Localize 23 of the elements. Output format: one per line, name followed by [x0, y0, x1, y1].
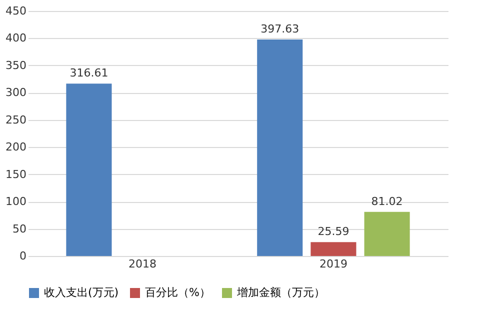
x-tick-label: 2019 [319, 258, 348, 270]
legend-label: 增加金额（万元） [236, 286, 325, 299]
y-tick-label: 0 [20, 250, 26, 262]
data-label: 316.61 [70, 66, 108, 80]
y-tick-label: 350 [6, 58, 26, 72]
y-tick-label: 100 [6, 195, 26, 208]
y-tick-label: 150 [6, 168, 26, 181]
y-tick-label: 450 [6, 4, 26, 18]
y-tick-label: 250 [6, 113, 26, 126]
legend-label: 收入支出(万元) [44, 286, 119, 299]
bar [310, 242, 356, 256]
legend-label: 百分比（%） [145, 286, 210, 299]
y-tick-label: 200 [6, 140, 26, 154]
data-label: 81.02 [371, 194, 403, 208]
y-tick-label: 400 [6, 32, 26, 45]
bar [364, 212, 410, 256]
x-tick-label: 2018 [128, 258, 157, 270]
data-label: 397.63 [260, 22, 300, 36]
y-tick-label: 50 [12, 222, 26, 236]
data-label: 25.59 [318, 225, 350, 238]
y-tick-label: 300 [6, 86, 26, 100]
bar [257, 40, 303, 256]
bar [66, 84, 112, 256]
